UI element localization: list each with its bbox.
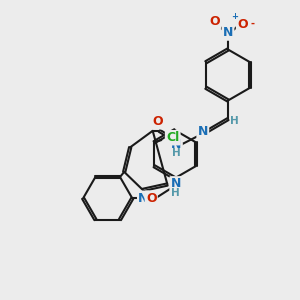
Text: H: H	[172, 148, 181, 158]
Text: N: N	[223, 26, 233, 40]
Text: +: +	[231, 12, 238, 21]
Text: O: O	[237, 18, 248, 31]
Text: N: N	[198, 124, 208, 138]
Text: O: O	[152, 115, 163, 128]
Text: -: -	[250, 18, 255, 28]
Text: N: N	[171, 138, 182, 151]
Text: O: O	[146, 192, 157, 205]
Text: O: O	[209, 15, 220, 28]
Text: N: N	[171, 177, 181, 190]
Text: N: N	[138, 192, 148, 205]
Text: Cl: Cl	[166, 131, 179, 144]
Text: H: H	[171, 188, 180, 199]
Text: H: H	[230, 116, 239, 127]
